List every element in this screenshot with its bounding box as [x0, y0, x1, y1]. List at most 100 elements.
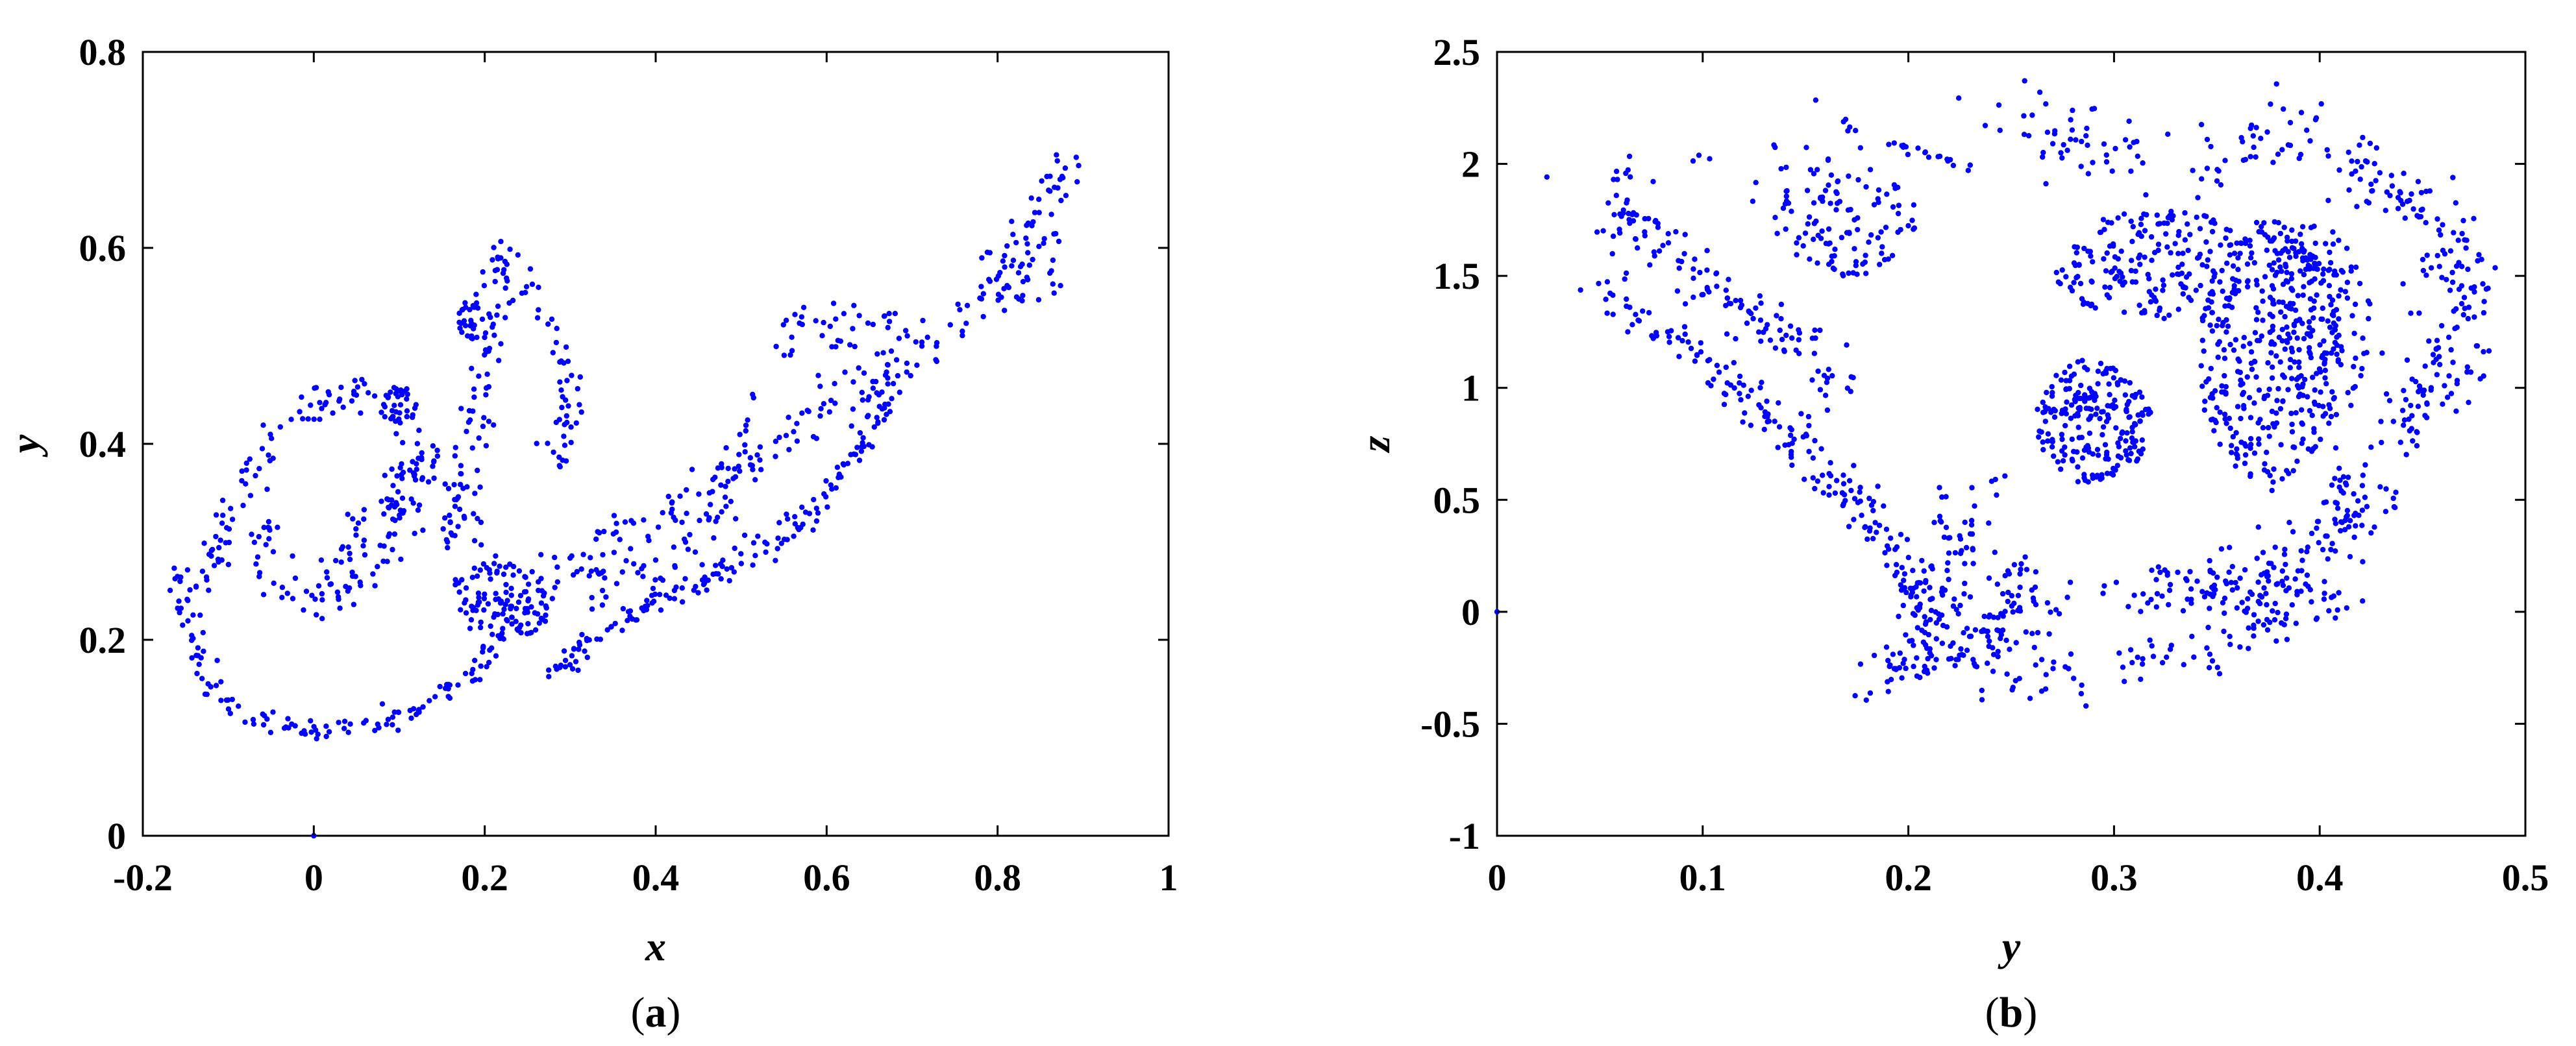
scatter-point	[256, 574, 262, 579]
scatter-point	[1604, 310, 1610, 316]
scatter-point	[1994, 581, 2000, 587]
scatter-point	[395, 727, 401, 733]
scatter-point	[573, 659, 579, 664]
scatter-point	[2279, 147, 2285, 152]
scatter-point	[561, 433, 567, 439]
scatter-point	[752, 553, 758, 559]
scatter-point	[529, 281, 536, 287]
scatter-point	[2259, 594, 2265, 600]
scatter-point	[317, 417, 323, 422]
scatter-point	[2354, 204, 2360, 210]
scatter-point	[823, 478, 829, 484]
scatter-point	[216, 559, 221, 565]
scatter-point	[1036, 243, 1042, 249]
scatter-point	[747, 455, 754, 461]
scatter-point	[2300, 436, 2306, 442]
scatter-point	[2283, 611, 2290, 617]
scatter-point	[500, 611, 506, 617]
scatter-point	[550, 350, 556, 356]
scatter-point	[800, 304, 807, 310]
scatter-point	[611, 550, 617, 555]
scatter-point	[2265, 360, 2271, 366]
scatter-point	[2285, 279, 2291, 285]
scatter-point	[2409, 413, 2415, 419]
scatter-point	[2383, 208, 2388, 213]
scatter-point	[1881, 503, 1887, 509]
scatter-point	[1879, 244, 1885, 250]
scatter-point	[856, 365, 861, 371]
scatter-point	[2227, 544, 2233, 550]
scatter-point	[750, 395, 757, 401]
scatter-point	[2299, 407, 2305, 413]
scatter-point	[1026, 262, 1033, 268]
scatter-point	[493, 596, 499, 602]
scatter-point	[2326, 283, 2333, 289]
scatter-point	[408, 496, 414, 502]
scatter-point	[2035, 406, 2040, 412]
scatter-point	[309, 592, 315, 598]
scatter-point	[2466, 400, 2471, 406]
scatter-point	[2273, 353, 2279, 359]
scatter-point	[2062, 369, 2068, 376]
scatter-point	[2328, 413, 2334, 420]
scatter-point	[229, 696, 235, 703]
scatter-point	[2248, 255, 2254, 261]
scatter-point	[858, 448, 865, 454]
scatter-point	[2092, 305, 2098, 311]
scatter-point	[167, 587, 173, 593]
scatter-point	[334, 589, 341, 595]
scatter-point	[2149, 292, 2155, 298]
scatter-point	[919, 339, 925, 345]
scatter-point	[625, 618, 630, 624]
scatter-point	[1972, 663, 1978, 669]
scatter-point	[2222, 372, 2227, 379]
scatter-point	[2209, 278, 2215, 284]
scatter-point	[2157, 305, 2163, 311]
scatter-point	[1898, 587, 1905, 593]
scatter-point	[2128, 168, 2134, 174]
scatter-point	[370, 571, 376, 577]
scatter-point	[1833, 207, 1839, 213]
scatter-point	[757, 444, 763, 450]
scatter-point	[562, 664, 569, 670]
scatter-point	[728, 565, 735, 571]
scatter-point	[2447, 248, 2454, 254]
scatter-point	[2289, 245, 2296, 251]
scatter-point	[2274, 269, 2280, 275]
scatter-point	[1036, 197, 1042, 202]
scatter-point	[2226, 303, 2232, 309]
scatter-point	[445, 544, 451, 551]
scatter-point	[2333, 307, 2340, 313]
scatter-point	[477, 599, 482, 605]
scatter-point	[1814, 478, 1821, 484]
scatter-point	[2373, 145, 2379, 151]
scatter-point	[2185, 221, 2190, 227]
scatter-point	[689, 467, 695, 472]
scatter-point	[200, 629, 206, 636]
scatter-point	[525, 581, 532, 587]
scatter-point	[2330, 229, 2336, 235]
scatter-point	[2068, 117, 2074, 123]
scatter-point	[1789, 448, 1794, 455]
scatter-point	[2214, 574, 2220, 580]
scatter-point	[2453, 408, 2459, 414]
scatter-point	[594, 636, 600, 642]
scatter-point	[658, 607, 664, 613]
scatter-point	[2090, 259, 2096, 265]
scatter-point	[2368, 530, 2374, 536]
scatter-point	[1666, 334, 1672, 339]
scatter-point	[489, 631, 495, 637]
scatter-point	[2095, 369, 2101, 374]
scatter-point	[887, 409, 893, 415]
scatter-point	[815, 510, 821, 516]
scatter-point	[2068, 136, 2074, 142]
scatter-point	[669, 499, 675, 505]
scatter-point	[1962, 519, 1968, 526]
scatter-point	[589, 606, 595, 612]
scatter-point	[2234, 240, 2240, 246]
scatter-point	[2465, 315, 2471, 322]
scatter-point	[1810, 455, 1816, 461]
scatter-point	[2302, 376, 2308, 383]
scatter-point	[738, 551, 744, 557]
scatter-point	[1994, 492, 2000, 498]
